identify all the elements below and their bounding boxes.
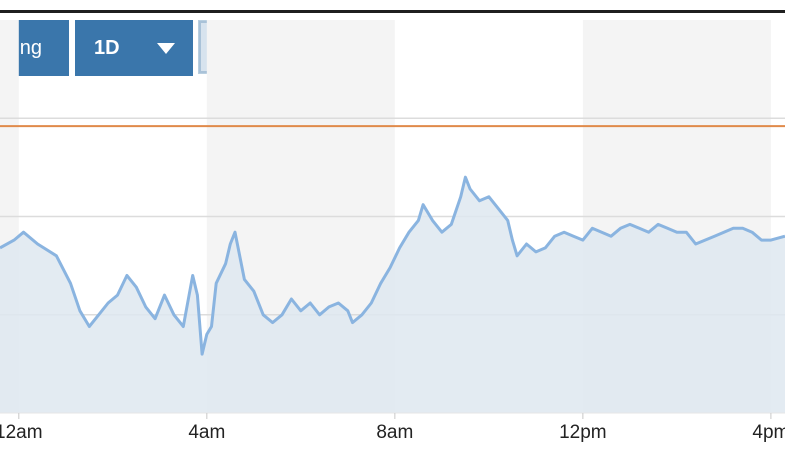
chart-area-fill [0, 177, 785, 413]
x-tick-label-4: 4pm [752, 422, 785, 443]
chevron-down-icon [157, 43, 175, 54]
x-tick-label-1: 4am [188, 422, 225, 443]
x-tick-label-3: 12pm [559, 422, 607, 443]
x-tick-label-2: 8am [376, 422, 413, 443]
x-tick-label-0: 12am [0, 422, 43, 443]
range-selector[interactable]: 1D [75, 20, 193, 76]
range-selector-value: 1D [94, 36, 120, 59]
chart-series-line [0, 175, 785, 356]
x-axis-ticks: 12am 4am 8am 12pm 4pm [0, 413, 785, 443]
top-divider [0, 10, 785, 13]
